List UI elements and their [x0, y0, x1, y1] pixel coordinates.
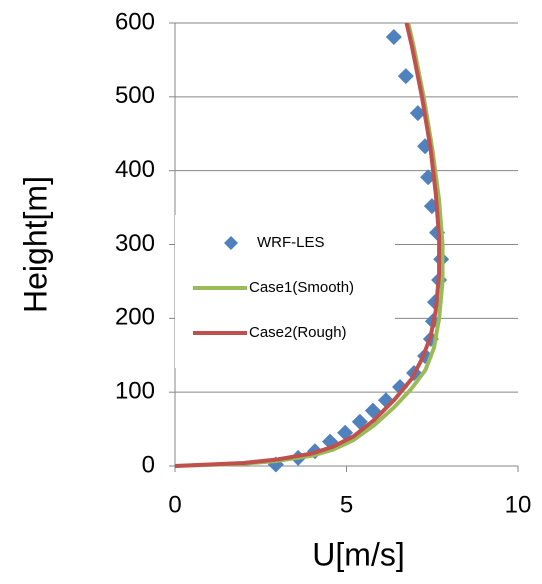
- y-tick-label: 600: [115, 8, 155, 35]
- marker: [397, 68, 414, 85]
- x-tick-label: 10: [505, 491, 532, 518]
- y-tick-label: 300: [115, 230, 155, 257]
- x-axis-label: U[m/s]: [312, 536, 404, 572]
- legend-label: WRF-LES: [257, 234, 325, 251]
- x-tick-label: 5: [340, 491, 353, 518]
- y-tick-label: 0: [142, 451, 155, 478]
- legend-box: [175, 215, 395, 368]
- y-tick-label: 100: [115, 378, 155, 405]
- y-tick-label: 500: [115, 82, 155, 109]
- legend-label: Case1(Smooth): [249, 279, 354, 296]
- line: [174, 22, 442, 468]
- y-axis-label: Height[m]: [17, 176, 53, 313]
- x-tick-label: 0: [168, 491, 181, 518]
- legend-swatch: [224, 236, 238, 250]
- legend-label: Case2(Rough): [249, 324, 347, 341]
- marker: [385, 29, 402, 46]
- marker: [409, 105, 426, 122]
- y-tick-label: 200: [115, 304, 155, 331]
- y-tick-label: 400: [115, 156, 155, 183]
